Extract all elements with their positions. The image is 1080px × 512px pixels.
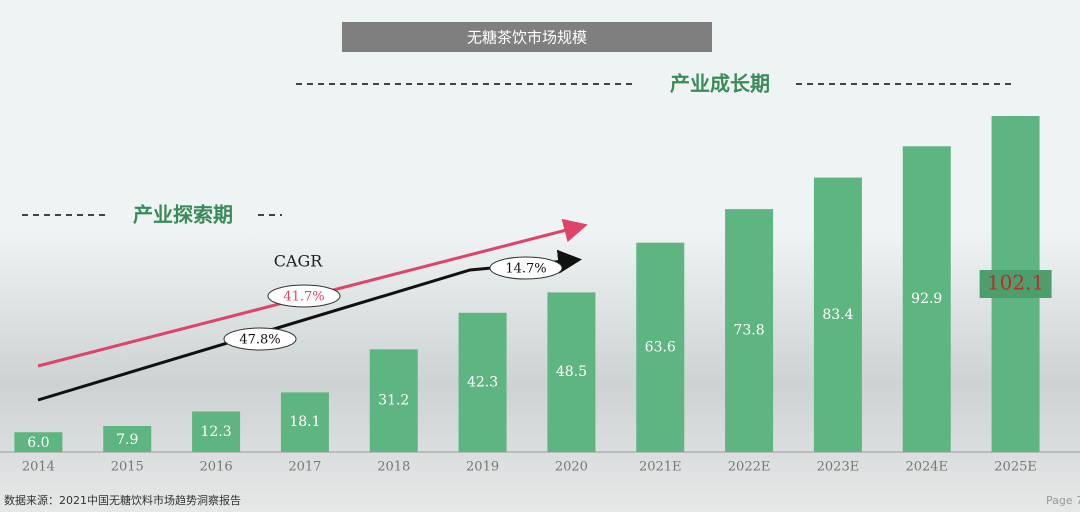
bar <box>458 312 507 452</box>
bar <box>369 349 418 452</box>
page-number: Page 7 <box>1046 494 1080 507</box>
bar <box>103 426 152 452</box>
value-label: 48.5 <box>556 364 587 380</box>
cagr-badge <box>223 327 297 351</box>
value-label: 83.4 <box>822 307 853 323</box>
bar <box>902 146 951 453</box>
x-tick-label: 2016 <box>200 460 233 475</box>
value-label: 42.3 <box>467 374 498 390</box>
x-tick-label: 2023E <box>817 460 860 475</box>
x-tick-label: 2015 <box>111 460 144 475</box>
bar <box>636 242 685 452</box>
stage-label: 产业成长期 <box>670 72 770 96</box>
stage-label: 产业探索期 <box>133 203 233 227</box>
cagr-value: 41.7% <box>283 290 324 305</box>
x-tick-label: 2018 <box>377 460 410 475</box>
x-tick-label: 2020 <box>555 460 588 475</box>
value-label: 102.1 <box>987 270 1044 294</box>
value-label: 73.8 <box>733 323 764 339</box>
value-label: 63.6 <box>645 339 676 355</box>
x-tick-label: 2019 <box>466 460 499 475</box>
cagr-badge <box>489 256 563 280</box>
bar <box>280 392 329 452</box>
x-tick-label: 2014 <box>22 460 55 475</box>
cagr-value: 14.7% <box>505 262 546 277</box>
x-tick-label: 2017 <box>288 460 321 475</box>
chart-title: 无糖茶饮市场规模 <box>467 29 587 47</box>
bar <box>813 177 862 452</box>
bar <box>725 209 774 452</box>
cagr-badge <box>267 284 341 308</box>
x-tick-label: 2022E <box>728 460 771 475</box>
value-label: 92.9 <box>911 291 942 307</box>
x-tick-label: 2021E <box>639 460 682 475</box>
value-label: 7.9 <box>116 432 138 448</box>
value-label: 6.0 <box>27 435 49 451</box>
cagr-label: CAGR <box>274 252 324 271</box>
bar <box>547 292 596 452</box>
x-tick-label: 2024E <box>905 460 948 475</box>
bar <box>192 411 241 452</box>
value-label: 18.1 <box>289 414 320 430</box>
cagr-value: 47.8% <box>239 333 280 348</box>
bar <box>14 432 63 452</box>
x-tick-label: 2025E <box>994 460 1037 475</box>
value-label-box <box>979 269 1052 298</box>
value-label: 31.2 <box>378 393 409 409</box>
value-label: 12.3 <box>200 424 231 440</box>
title-box <box>342 22 712 52</box>
source-note: 数据来源：2021中国无糖饮料市场趋势洞察报告 <box>4 493 241 507</box>
